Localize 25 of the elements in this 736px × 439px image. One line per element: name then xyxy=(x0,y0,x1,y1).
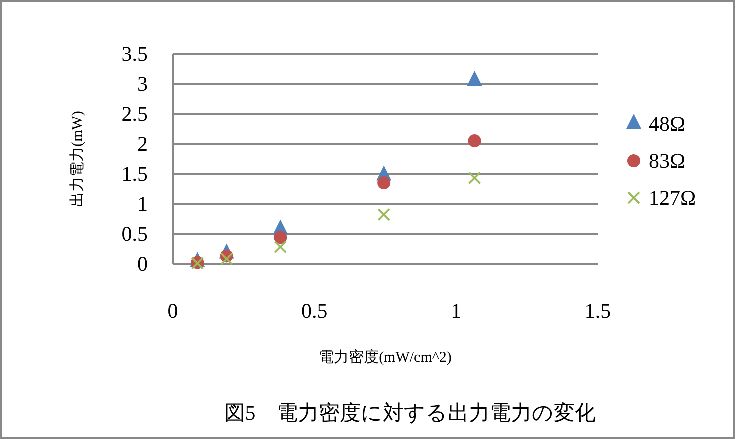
x-tick-label: 0.5 xyxy=(302,299,328,323)
caption: 図5 電力密度に対する出力電力の変化 xyxy=(224,401,596,425)
y-tick-label: 3.5 xyxy=(122,42,148,66)
legend-label: 48Ω xyxy=(649,112,686,136)
point xyxy=(274,240,288,254)
legend-label: 127Ω xyxy=(649,186,696,210)
x-axis-title: 電力密度(mW/cm^2) xyxy=(319,349,452,366)
y-tick-label: 0.5 xyxy=(122,222,148,246)
y-axis-title: 出力電力(mW) xyxy=(69,111,86,207)
y-tick-label: 1.5 xyxy=(122,162,148,186)
y-tick-label: 3 xyxy=(138,72,148,96)
x-tick-label: 1.5 xyxy=(584,299,612,323)
y-tick-label: 2 xyxy=(138,132,148,156)
y-tick-label: 2.5 xyxy=(122,102,148,126)
legend-label: 83Ω xyxy=(649,149,686,173)
y-tick-label: 1 xyxy=(138,192,148,216)
point xyxy=(378,176,391,190)
x-tick-label: 0 xyxy=(168,299,178,323)
x-tick-label: 1 xyxy=(451,299,462,323)
point xyxy=(468,172,482,185)
point xyxy=(274,231,288,244)
y-tick-label: 0 xyxy=(138,252,148,276)
point xyxy=(468,134,482,148)
point xyxy=(378,208,391,222)
point xyxy=(220,252,234,266)
